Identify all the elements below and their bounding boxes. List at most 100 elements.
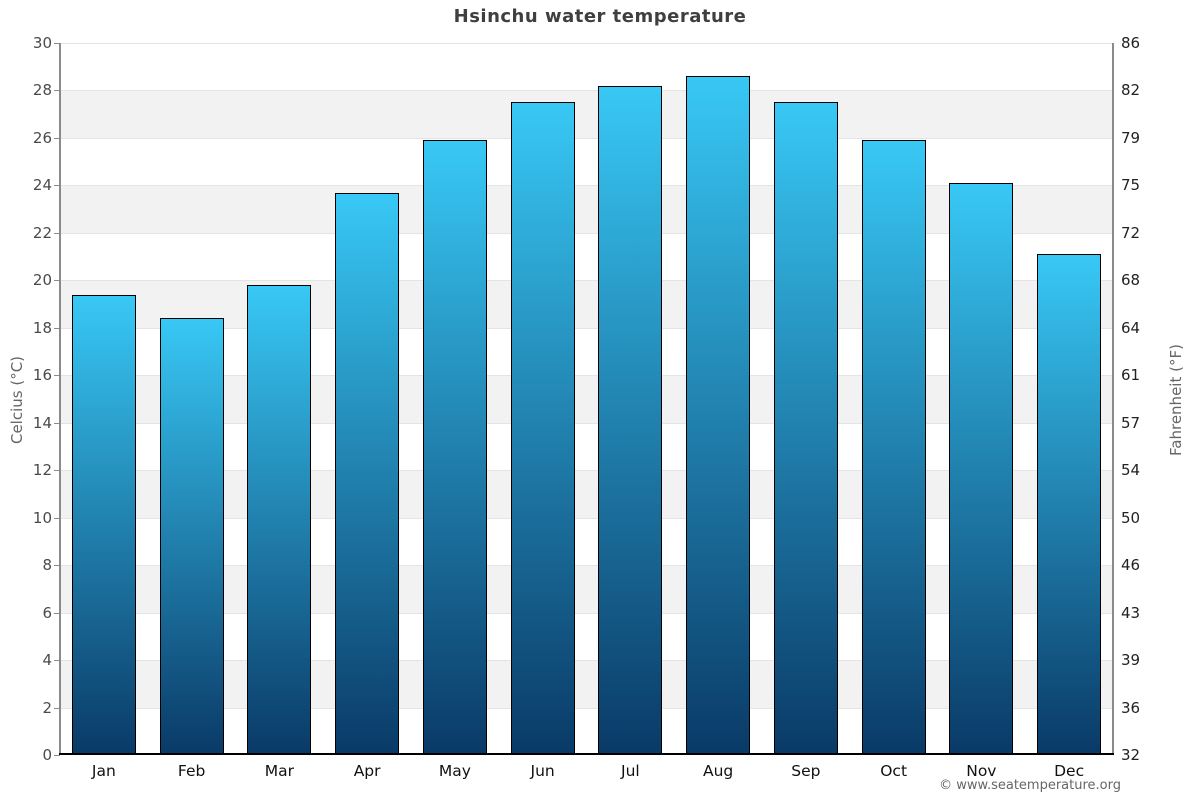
y-axis-tick-mark bbox=[54, 565, 60, 567]
right-axis-line bbox=[1112, 43, 1114, 755]
bar-nov[interactable] bbox=[949, 183, 1014, 755]
gridline bbox=[60, 90, 1113, 92]
copyright-link[interactable]: © www.seatemperature.org bbox=[939, 778, 1121, 793]
y-axis-label-fahrenheit: 50 bbox=[1121, 508, 1141, 527]
plot-band bbox=[60, 517, 1113, 566]
y-axis-tick-mark bbox=[54, 660, 60, 662]
x-axis-label-apr: Apr bbox=[353, 762, 381, 780]
y-axis-label-fahrenheit: 32 bbox=[1121, 746, 1141, 764]
bar-aug[interactable] bbox=[686, 76, 751, 755]
plot-band bbox=[60, 375, 1113, 423]
y-axis-label-fahrenheit: 86 bbox=[1121, 34, 1141, 52]
gridline bbox=[60, 375, 1113, 377]
y-axis-tick-mark bbox=[54, 517, 60, 519]
y-axis-label-fahrenheit: 43 bbox=[1121, 603, 1141, 622]
plot-band bbox=[60, 137, 1113, 186]
plot-band bbox=[60, 565, 1113, 613]
gridline bbox=[60, 327, 1113, 329]
y-axis-label-fahrenheit: 64 bbox=[1121, 318, 1141, 337]
y-axis-tick-mark bbox=[54, 185, 60, 187]
right-axis-title: Fahrenheit (°F) bbox=[1167, 344, 1185, 456]
y-axis-tick-mark bbox=[54, 707, 60, 709]
gridline bbox=[60, 185, 1113, 187]
y-axis-label-fahrenheit: 36 bbox=[1121, 698, 1141, 717]
bar-apr[interactable] bbox=[335, 192, 400, 755]
y-axis-label-fahrenheit: 46 bbox=[1121, 556, 1141, 575]
y-axis-label-fahrenheit: 72 bbox=[1121, 223, 1141, 242]
left-axis-line bbox=[59, 43, 61, 755]
gridline bbox=[60, 137, 1113, 139]
bar-feb[interactable] bbox=[159, 318, 224, 755]
plot-band bbox=[60, 422, 1113, 471]
y-axis-label-fahrenheit: 68 bbox=[1121, 271, 1141, 290]
bar-oct[interactable] bbox=[861, 140, 926, 755]
bar-may[interactable] bbox=[422, 140, 487, 755]
gridline bbox=[60, 660, 1113, 662]
plot-band bbox=[60, 660, 1113, 708]
plot-band bbox=[60, 185, 1113, 233]
y-axis-label-fahrenheit: 79 bbox=[1121, 128, 1141, 147]
plot-area bbox=[60, 43, 1113, 755]
y-axis-label-celsius: 24 bbox=[32, 176, 52, 195]
y-axis-label-fahrenheit: 39 bbox=[1121, 651, 1141, 670]
bar-jan[interactable] bbox=[71, 294, 136, 755]
gridline bbox=[60, 43, 1113, 44]
plot-band bbox=[60, 470, 1113, 518]
gridline bbox=[60, 422, 1113, 424]
x-axis-label-sep: Sep bbox=[791, 762, 821, 780]
y-axis-tick-mark bbox=[54, 137, 60, 139]
y-axis-tick-mark bbox=[54, 43, 60, 44]
gridline bbox=[60, 565, 1113, 567]
x-axis-label-jun: Jun bbox=[530, 762, 555, 780]
x-axis-label-aug: Aug bbox=[702, 762, 734, 780]
y-axis-tick-mark bbox=[54, 422, 60, 424]
plot-band bbox=[60, 707, 1113, 755]
bar-dec[interactable] bbox=[1037, 254, 1102, 755]
x-axis-label-mar: Mar bbox=[264, 762, 294, 780]
y-axis-label-celsius: 26 bbox=[32, 128, 52, 147]
y-axis-label-fahrenheit: 82 bbox=[1121, 81, 1141, 100]
gridline bbox=[60, 470, 1113, 472]
y-axis-tick-mark bbox=[54, 375, 60, 377]
y-axis-tick-mark bbox=[54, 90, 60, 92]
gridline bbox=[60, 280, 1113, 282]
y-axis-tick-mark bbox=[54, 755, 60, 756]
y-axis-label-celsius: 0 bbox=[42, 746, 52, 764]
y-axis-label-celsius: 4 bbox=[42, 651, 52, 670]
gridline bbox=[60, 707, 1113, 709]
chart-title: Hsinchu water temperature bbox=[453, 6, 747, 27]
x-axis-label-oct: Oct bbox=[880, 762, 908, 780]
y-axis-label-fahrenheit: 57 bbox=[1121, 413, 1141, 432]
gridline bbox=[60, 612, 1113, 614]
bar-jun[interactable] bbox=[510, 102, 575, 755]
bar-mar[interactable] bbox=[247, 285, 312, 755]
bar-sep[interactable] bbox=[773, 102, 838, 755]
plot-band bbox=[60, 90, 1113, 138]
y-axis-tick-mark bbox=[54, 612, 60, 614]
y-axis-label-celsius: 18 bbox=[32, 318, 52, 337]
y-axis-tick-mark bbox=[54, 327, 60, 329]
y-axis-tick-mark bbox=[54, 232, 60, 234]
y-axis-label-celsius: 10 bbox=[32, 508, 52, 527]
plot-band bbox=[60, 612, 1113, 661]
y-axis-label-celsius: 22 bbox=[32, 223, 52, 242]
plot-band bbox=[60, 327, 1113, 376]
y-axis-label-celsius: 28 bbox=[32, 81, 52, 100]
x-axis-label-jan: Jan bbox=[91, 762, 116, 780]
y-axis-tick-mark bbox=[54, 280, 60, 282]
x-axis-label-may: May bbox=[438, 762, 471, 780]
y-axis-label-celsius: 16 bbox=[32, 366, 52, 385]
bar-jul[interactable] bbox=[598, 85, 663, 755]
y-axis-label-celsius: 8 bbox=[42, 556, 52, 575]
gridline bbox=[60, 517, 1113, 519]
gridline bbox=[60, 232, 1113, 234]
x-axis-line bbox=[59, 753, 1114, 756]
y-axis-label-celsius: 14 bbox=[32, 413, 52, 432]
y-axis-label-celsius: 6 bbox=[42, 603, 52, 622]
x-axis-label-nov: Nov bbox=[966, 762, 997, 780]
y-axis-label-fahrenheit: 61 bbox=[1121, 366, 1141, 385]
y-axis-label-celsius: 20 bbox=[32, 271, 52, 290]
plot-band bbox=[60, 280, 1113, 328]
y-axis-label-celsius: 2 bbox=[42, 698, 52, 717]
